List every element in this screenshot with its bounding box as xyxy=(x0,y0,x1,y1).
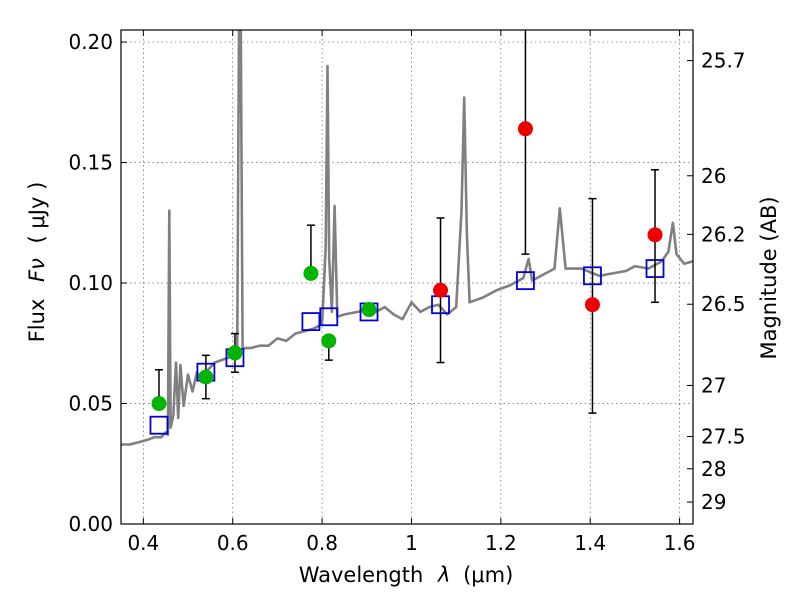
green-point-2 xyxy=(227,345,243,361)
grid xyxy=(121,30,693,525)
x-tick-label-1: 0.6 xyxy=(217,531,249,555)
y-tick-label-1: 0.05 xyxy=(68,392,113,416)
axes: 0.4 0.6 0.8 1 1.2 1.4 1.6 0.00 0.05 0.10 0.15 0.20 2… xyxy=(68,29,746,555)
x-tick-label-6: 1.6 xyxy=(664,531,696,555)
green-point-0 xyxy=(151,396,167,412)
sed-spectrum-line xyxy=(121,30,693,446)
red-point-2 xyxy=(584,297,600,313)
red-point-0 xyxy=(433,282,449,298)
x-tick-label-3: 1 xyxy=(405,531,418,555)
model-square-4 xyxy=(319,307,339,327)
y2-tick-label-7: 29 xyxy=(701,490,726,514)
y-axis-title-text: Flux xyxy=(25,299,49,343)
model-square-7 xyxy=(516,271,535,291)
y-axis-title-symbol: Fν xyxy=(25,258,49,282)
red-point-3 xyxy=(647,227,663,243)
y2-tick-label-6: 28 xyxy=(701,457,726,481)
y-tick-label-0: 0.00 xyxy=(68,512,113,536)
model-square-0 xyxy=(149,415,169,435)
x-tick-label-5: 1.4 xyxy=(574,531,606,555)
y-tick-label-2: 0.10 xyxy=(68,271,113,295)
x-axis-title-unit: (μm) xyxy=(463,563,513,587)
green-point-5 xyxy=(361,302,377,318)
red-point-1 xyxy=(517,121,533,137)
y-tick-label-4: 0.20 xyxy=(68,30,113,54)
y-axis-title: Flux Fν ( μJy ) xyxy=(25,182,49,343)
green-point-1 xyxy=(198,369,214,385)
green-point-4 xyxy=(321,333,337,349)
x-axis-title: Wavelength λ (μm) xyxy=(299,563,514,587)
x-tick-label-4: 1.2 xyxy=(485,531,517,555)
y2-axis-title: Magnitude (AB) xyxy=(757,196,781,359)
x-tick-label-2: 0.8 xyxy=(306,531,338,555)
x-axis-title-text: Wavelength xyxy=(299,563,424,587)
x-axis-title-symbol: λ xyxy=(437,563,450,587)
green-point-3 xyxy=(303,265,319,281)
plot-frame xyxy=(120,29,694,525)
y2-tick-label-3: 26.5 xyxy=(701,292,746,316)
y2-tick-label-1: 26 xyxy=(701,164,726,188)
x-tick-label-0: 0.4 xyxy=(127,531,159,555)
y2-tick-label-2: 26.2 xyxy=(701,222,746,246)
y2-tick-label-4: 27 xyxy=(701,373,726,397)
y-axis-title-unit: ( μJy ) xyxy=(25,182,49,244)
plot-area xyxy=(121,30,693,446)
y2-tick-label-5: 27.5 xyxy=(701,425,746,449)
y-tick-label-3: 0.15 xyxy=(68,151,113,175)
y2-tick-label-0: 25.7 xyxy=(701,49,746,73)
